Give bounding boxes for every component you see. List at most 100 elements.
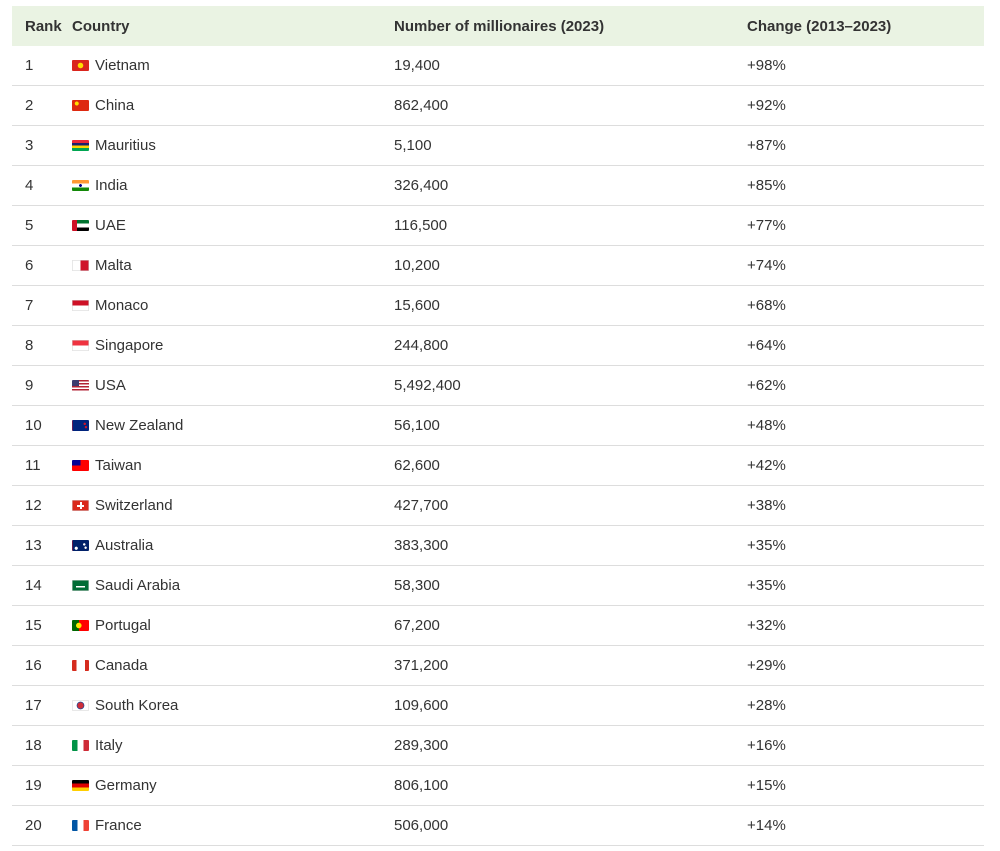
country-cell-content: UAE [72, 217, 394, 234]
rank-cell: 14 [12, 565, 72, 606]
country-cell: China [72, 85, 394, 126]
table-row: 19 Germany 806,100 +15% [12, 765, 984, 806]
table-row: 16 Canada 371,200 +29% [12, 645, 984, 686]
country-cell-content: Taiwan [72, 457, 394, 474]
country-name: Germany [95, 777, 157, 794]
germany-flag-icon [72, 780, 89, 791]
country-cell: Portugal [72, 605, 394, 646]
rank-cell: 11 [12, 445, 72, 486]
change-cell: +14% [747, 805, 984, 846]
new-zealand-flag-icon [72, 420, 89, 431]
rank-cell: 9 [12, 365, 72, 406]
change-cell: +38% [747, 485, 984, 526]
china-flag-icon [72, 100, 89, 111]
rank-cell: 19 [12, 765, 72, 806]
country-cell: New Zealand [72, 405, 394, 446]
country-name: Singapore [95, 337, 164, 354]
millionaires-table-container: Rank Country Number of millionaires (202… [12, 6, 984, 846]
country-name: Mauritius [95, 137, 156, 154]
rank-cell: 10 [12, 405, 72, 446]
change-cell: +77% [747, 205, 984, 246]
table-row: 14 Saudi Arabia 58,300 +35% [12, 565, 984, 606]
country-name: Vietnam [95, 57, 150, 74]
country-cell-content: Singapore [72, 337, 394, 354]
millionaires-cell: 109,600 [394, 685, 747, 726]
monaco-flag-icon [72, 300, 89, 311]
country-cell-content: USA [72, 377, 394, 394]
millionaires-cell: 326,400 [394, 165, 747, 206]
country-cell: Taiwan [72, 445, 394, 486]
change-cell: +64% [747, 325, 984, 366]
change-cell: +98% [747, 46, 984, 86]
south-korea-flag-icon [72, 700, 89, 711]
millionaires-cell: 506,000 [394, 805, 747, 846]
country-cell: UAE [72, 205, 394, 246]
millionaires-cell: 58,300 [394, 565, 747, 606]
change-cell: +29% [747, 645, 984, 686]
table-row: 4 India 326,400 +85% [12, 165, 984, 206]
table-row: 20 France 506,000 +14% [12, 805, 984, 846]
country-name: Australia [95, 537, 154, 554]
table-row: 3 Mauritius 5,100 +87% [12, 125, 984, 166]
country-name: Saudi Arabia [95, 577, 181, 594]
change-cell: +85% [747, 165, 984, 206]
rank-cell: 16 [12, 645, 72, 686]
rank-cell: 6 [12, 245, 72, 286]
country-cell: Switzerland [72, 485, 394, 526]
country-cell-content: China [72, 97, 394, 114]
table-row: 11 Taiwan 62,600 +42% [12, 445, 984, 486]
country-cell: France [72, 805, 394, 846]
millionaires-cell: 862,400 [394, 85, 747, 126]
table-row: 7 Monaco 15,600 +68% [12, 285, 984, 326]
table-body: 1 Vietnam 19,400 +98% 2 China 862,400 +92% 3 Maur… [12, 46, 984, 846]
change-cell: +87% [747, 125, 984, 166]
country-cell-content: India [72, 177, 394, 194]
country-name: Malta [95, 257, 132, 274]
millionaires-cell: 62,600 [394, 445, 747, 486]
table-header: Rank Country Number of millionaires (202… [12, 6, 984, 46]
rank-cell: 20 [12, 805, 72, 846]
india-flag-icon [72, 180, 89, 191]
usa-flag-icon [72, 380, 89, 391]
country-name: Canada [95, 657, 148, 674]
change-cell: +32% [747, 605, 984, 646]
country-name: China [95, 97, 135, 114]
country-header: Country [72, 17, 130, 35]
country-cell: Germany [72, 765, 394, 806]
country-cell-content: Germany [72, 777, 394, 794]
canada-flag-icon [72, 660, 89, 671]
millionaires-cell: 383,300 [394, 525, 747, 566]
millionaires-cell: 371,200 [394, 645, 747, 686]
millionaires-cell: 67,200 [394, 605, 747, 646]
country-cell-content: South Korea [72, 697, 394, 714]
change-cell: +92% [747, 85, 984, 126]
table-row: 1 Vietnam 19,400 +98% [12, 46, 984, 86]
country-name: France [95, 817, 142, 834]
change-cell: +68% [747, 285, 984, 326]
millionaires-cell: 19,400 [394, 46, 747, 86]
country-name: Italy [95, 737, 123, 754]
mauritius-flag-icon [72, 140, 89, 151]
country-cell: USA [72, 365, 394, 406]
country-cell: Canada [72, 645, 394, 686]
header-row: Rank Country Number of millionaires (202… [12, 6, 984, 46]
country-cell: Mauritius [72, 125, 394, 166]
country-cell: Saudi Arabia [72, 565, 394, 606]
country-cell: Australia [72, 525, 394, 566]
table-row: 8 Singapore 244,800 +64% [12, 325, 984, 366]
portugal-flag-icon [72, 620, 89, 631]
country-name: UAE [95, 217, 126, 234]
change-cell: +35% [747, 525, 984, 566]
millionaires-cell: 244,800 [394, 325, 747, 366]
change-cell: +35% [747, 565, 984, 606]
country-cell-content: Australia [72, 537, 394, 554]
rank-cell: 3 [12, 125, 72, 166]
table-row: 17 South Korea 109,600 +28% [12, 685, 984, 726]
table-row: 10 New Zealand 56,100 +48% [12, 405, 984, 446]
country-cell-content: Canada [72, 657, 394, 674]
country-name: Portugal [95, 617, 151, 634]
country-cell-content: Mauritius [72, 137, 394, 154]
table-row: 15 Portugal 67,200 +32% [12, 605, 984, 646]
millionaires-cell: 289,300 [394, 725, 747, 766]
country-cell-content: Monaco [72, 297, 394, 314]
